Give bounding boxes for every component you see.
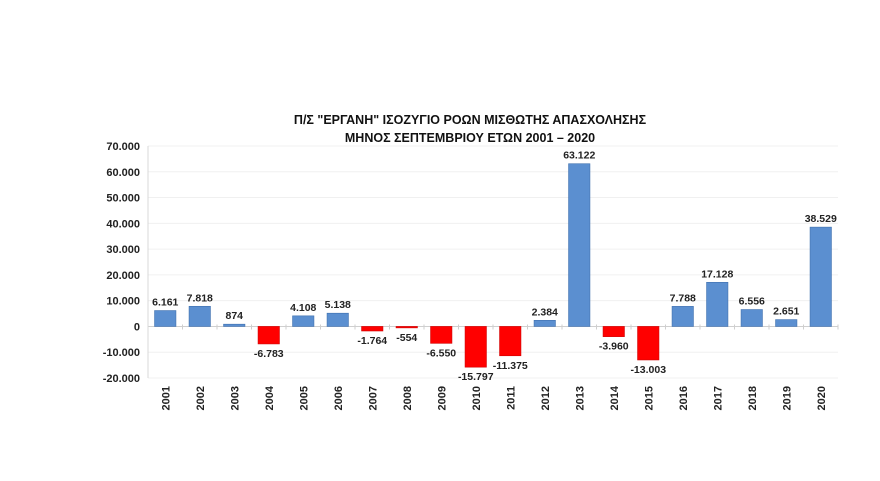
y-tick-label: 70.000 xyxy=(106,141,140,153)
data-label: 2.384 xyxy=(532,306,558,318)
bar-2020 xyxy=(809,226,832,327)
bar-2013 xyxy=(568,163,591,327)
data-label: 17.128 xyxy=(701,268,733,280)
x-tick-label: 2012 xyxy=(540,386,552,410)
y-tick-label: 40.000 xyxy=(106,218,140,230)
data-label: 38.529 xyxy=(805,213,837,225)
x-tick-label: 2016 xyxy=(678,386,690,410)
x-tick-label: 2014 xyxy=(609,385,621,410)
data-label: 874 xyxy=(225,310,243,322)
bar-2005 xyxy=(292,315,315,327)
data-label: -11.375 xyxy=(493,360,528,372)
bar-2017 xyxy=(706,281,729,327)
data-label: 7.818 xyxy=(187,292,213,304)
data-label: 6.556 xyxy=(739,296,765,308)
bar-2015 xyxy=(637,326,660,361)
x-tick-label: 2009 xyxy=(436,386,448,410)
bar-2016 xyxy=(671,306,694,327)
y-tick-label: 60.000 xyxy=(106,167,140,179)
data-label: -554 xyxy=(396,332,417,344)
data-label: 6.161 xyxy=(152,297,178,309)
x-tick-label: 2018 xyxy=(747,386,759,410)
bar-2002 xyxy=(188,305,211,327)
x-tick-label: 2001 xyxy=(160,386,172,410)
x-tick-label: 2007 xyxy=(367,386,379,410)
x-tick-label: 2006 xyxy=(333,386,345,410)
data-label: -6.550 xyxy=(426,347,456,359)
x-tick-label: 2017 xyxy=(712,386,724,410)
y-tick-label: 20.000 xyxy=(106,270,140,282)
bar-2011 xyxy=(499,326,522,357)
x-tick-label: 2011 xyxy=(505,386,517,410)
data-label: -6.783 xyxy=(254,348,284,360)
bar-2019 xyxy=(775,319,798,327)
data-label: 5.138 xyxy=(325,299,351,311)
chart-title: Π/Σ "ΕΡΓΑΝΗ" ΙΣΟΖΥΓΙΟ ΡΟΩΝ ΜΙΣΘΩΤΗΣ ΑΠΑΣ… xyxy=(294,113,647,127)
x-tick-label: 2008 xyxy=(402,386,414,410)
y-tick-label: 50.000 xyxy=(106,193,140,205)
y-tick-label: -20.000 xyxy=(103,373,140,385)
y-tick-label: -10.000 xyxy=(103,347,140,359)
bar-2014 xyxy=(602,326,625,337)
x-tick-label: 2013 xyxy=(574,386,586,410)
x-tick-label: 2005 xyxy=(298,386,310,410)
data-label: -13.003 xyxy=(630,364,666,376)
data-label: -1.764 xyxy=(357,335,387,347)
data-label: -15.797 xyxy=(458,371,494,383)
bar-2007 xyxy=(361,326,384,332)
chart-subtitle: ΜΗΝΟΣ ΣΕΠΤΕΜΒΡΙΟΥ ΕΤΩΝ 2001 – 2020 xyxy=(345,131,595,145)
bar-2004 xyxy=(257,326,280,345)
x-tick-label: 2019 xyxy=(781,386,793,410)
bar-2001 xyxy=(154,310,177,327)
data-label: 63.122 xyxy=(563,150,595,162)
x-tick-label: 2002 xyxy=(195,386,207,410)
x-tick-label: 2010 xyxy=(471,386,483,410)
y-tick-label: 30.000 xyxy=(106,244,140,256)
data-label: 2.651 xyxy=(773,306,799,318)
y-tick-label: 10.000 xyxy=(106,296,140,308)
bar-2010 xyxy=(464,326,487,368)
bar-2006 xyxy=(326,312,349,327)
x-tick-label: 2020 xyxy=(816,386,828,410)
bar-2008 xyxy=(395,326,418,329)
data-label: -3.960 xyxy=(599,341,629,353)
data-label: 7.788 xyxy=(670,292,696,304)
x-tick-label: 2004 xyxy=(264,385,276,410)
x-tick-label: 2003 xyxy=(229,386,241,410)
bar-2003 xyxy=(223,323,246,327)
bar-2009 xyxy=(430,326,453,344)
x-tick-label: 2015 xyxy=(643,386,655,410)
bar-2012 xyxy=(533,319,556,327)
y-tick-label: 0 xyxy=(134,321,140,333)
bar-2018 xyxy=(740,309,763,327)
data-label: 4.108 xyxy=(290,302,316,314)
